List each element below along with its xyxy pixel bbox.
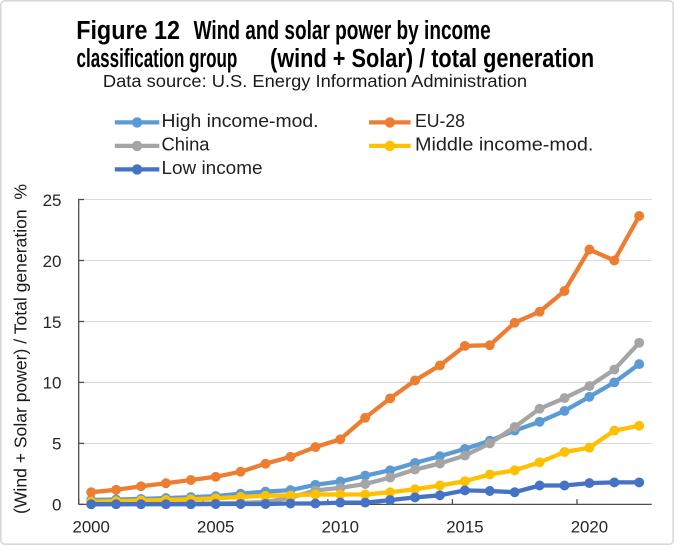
svg-text:10: 10 bbox=[43, 374, 62, 393]
svg-text:Figure 12: Figure 12 bbox=[76, 17, 180, 45]
svg-text:2010: 2010 bbox=[322, 518, 359, 537]
svg-text:2000: 2000 bbox=[72, 518, 109, 537]
svg-text:China: China bbox=[162, 133, 211, 154]
svg-text:15: 15 bbox=[43, 313, 62, 332]
svg-text:25: 25 bbox=[43, 191, 62, 210]
svg-text:2005: 2005 bbox=[197, 518, 234, 537]
svg-text:5: 5 bbox=[52, 435, 61, 454]
svg-text:Middle income-mod.: Middle income-mod. bbox=[415, 133, 593, 154]
svg-text:0: 0 bbox=[52, 496, 61, 515]
svg-text:Low income: Low income bbox=[162, 157, 263, 178]
svg-text:2015: 2015 bbox=[446, 518, 483, 537]
svg-text:classification group: classification group bbox=[77, 45, 238, 73]
svg-text:Data source: U.S. Energy Infor: Data source: U.S. Energy Information Adm… bbox=[103, 71, 527, 91]
svg-text:Wind and solar power by income: Wind and solar power by income bbox=[194, 17, 491, 45]
svg-text:(Wind + Solar power) / Total g: (Wind + Solar power) / Total generation … bbox=[11, 184, 31, 514]
svg-text:High income-mod.: High income-mod. bbox=[162, 110, 319, 131]
svg-text:2020: 2020 bbox=[571, 518, 608, 537]
svg-text:20: 20 bbox=[43, 252, 62, 271]
svg-text:EU-28: EU-28 bbox=[415, 110, 465, 131]
svg-text:(wind + Solar) / total generat: (wind + Solar) / total generation bbox=[270, 45, 594, 73]
